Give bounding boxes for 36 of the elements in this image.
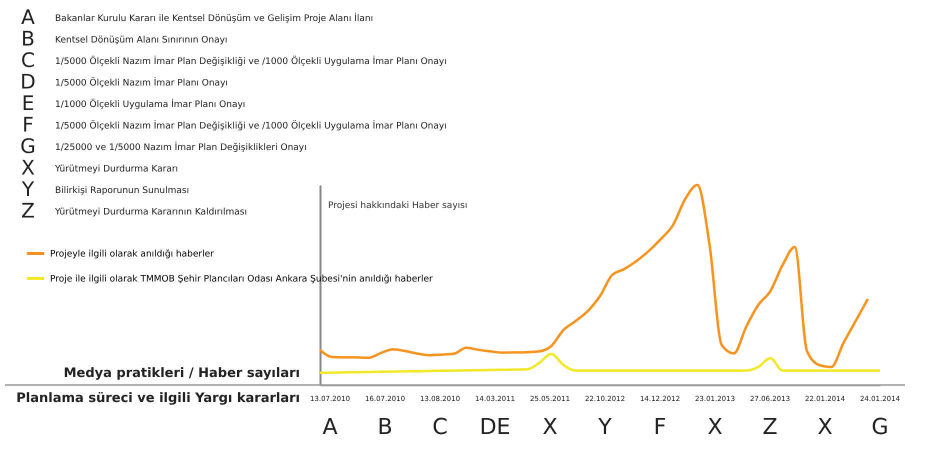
text: Bilirkişi Raporunun Sunulması xyxy=(55,186,190,196)
text: DE xyxy=(480,415,510,440)
text: Z xyxy=(762,415,778,440)
text: A xyxy=(21,5,36,29)
y-axis-title: Projesi hakkındaki Haber sayısı xyxy=(328,201,468,211)
text: C xyxy=(21,48,35,72)
text: G xyxy=(20,134,36,158)
text: 1/1000 Ölçekli Uygulama İmar Planı Onayı xyxy=(55,98,246,110)
text: B xyxy=(377,415,393,440)
text: Z xyxy=(21,198,35,222)
text: X xyxy=(707,415,723,440)
text: B xyxy=(21,26,35,50)
text: A xyxy=(322,415,338,440)
text: C xyxy=(432,415,448,440)
text: Yürütmeyi Durdurma Kararı xyxy=(54,164,178,174)
text: Y xyxy=(597,415,612,440)
text: 1/5000 Ölçekli Nazım İmar Planı Onayı xyxy=(55,76,228,88)
text: Medya pratikleri / Haber sayıları xyxy=(64,366,300,381)
legend-label: Projeyle ilgili olarak anıldığı haberler xyxy=(50,248,214,260)
text: 1/5000 Ölçekli Nazım İmar Plan Değişikliği ve /1000 Ölçekli Uygulama İmar Planı Onayı xyxy=(55,55,447,67)
text: Y xyxy=(20,177,35,201)
text: E xyxy=(22,91,34,115)
text: D xyxy=(20,70,36,94)
text: Bakanlar Kurulu Kararı ile Kentsel Dönüşüm ve Gelişim Proje Alanı İlanı xyxy=(55,12,374,24)
text: F xyxy=(22,112,34,136)
text: X xyxy=(21,156,36,180)
text: X xyxy=(817,415,833,440)
text: X xyxy=(542,415,558,440)
text: G xyxy=(871,415,889,440)
text: Kentsel Dönüşüm Alanı Sınırının Onayı xyxy=(55,36,228,46)
text: F xyxy=(654,415,666,440)
text: Planlama süreci ve ilgili Yargı kararları xyxy=(16,391,300,406)
text: 1/25000 ve 1/5000 Nazım İmar Plan Değişiklikleri Onayı xyxy=(55,141,307,153)
legend-label: Proje ile ilgili olarak TMMOB Şehir Plancıları Odası Ankara Şubesi'nin anıldığı haberler xyxy=(50,274,433,284)
text: 1/5000 Ölçekli Nazım İmar Plan Değişikliği ve /1000 Ölçekli Uygulama İmar Planı Onayı xyxy=(55,120,447,132)
text: Yürütmeyi Durdurma Kararının Kaldırılması xyxy=(54,208,247,218)
